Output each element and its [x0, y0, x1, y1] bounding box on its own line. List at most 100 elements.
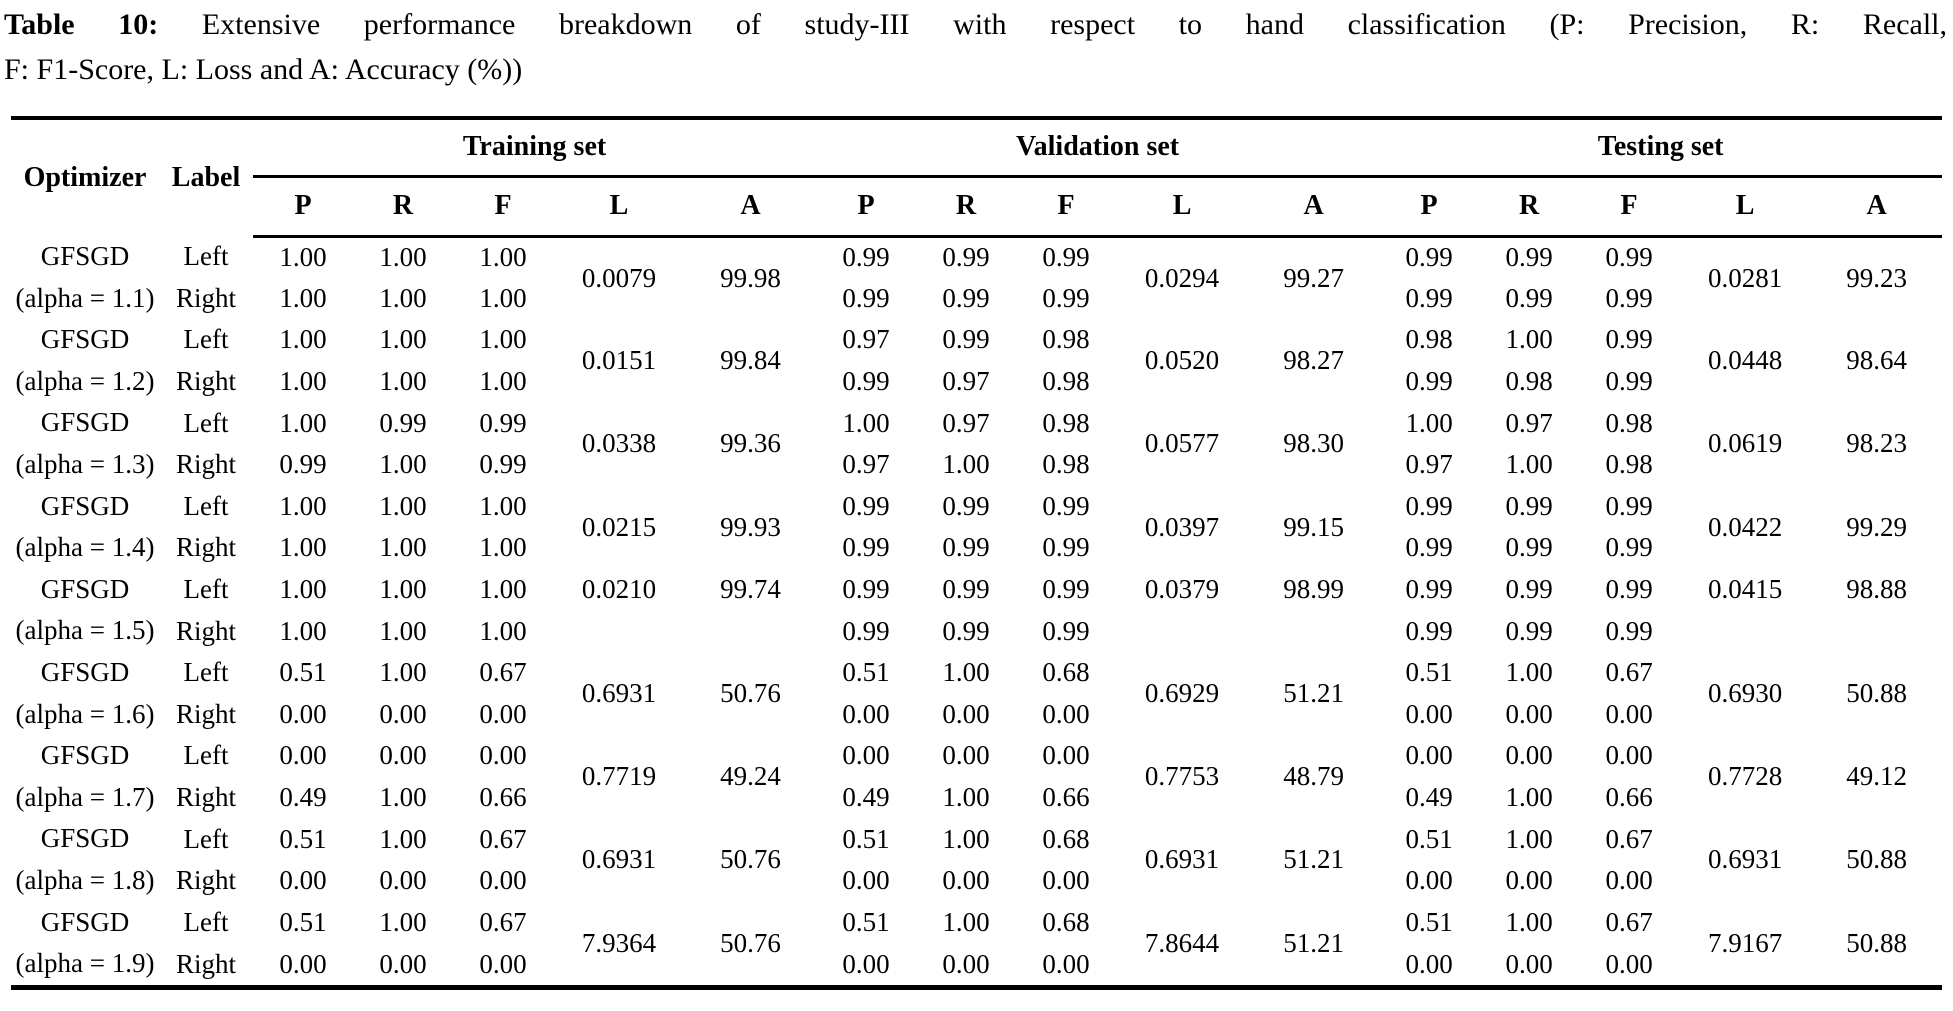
cell-testing-acc: 50.88: [1846, 844, 1907, 875]
cell-testing-acc: 50.88: [1846, 678, 1907, 709]
cell-validation-p-right: 0.97: [842, 449, 890, 480]
cell-validation-f-right: 0.99: [1042, 532, 1090, 563]
cell-validation-r-left: 1.00: [942, 907, 990, 938]
cell-validation-acc: 99.15: [1283, 511, 1344, 542]
cell-testing-p-right: 0.00: [1405, 865, 1453, 896]
cell-training-r-right: 1.00: [379, 615, 427, 646]
cell-training-loss: 0.7719: [581, 761, 657, 792]
cell-validation-f-right: 0.00: [1042, 698, 1090, 729]
cell-training-p-right: 0.00: [279, 698, 327, 729]
cell-training-r-left: 0.99: [379, 407, 427, 438]
cell-validation-p-right: 0.00: [842, 698, 890, 729]
cell-validation-r-right: 0.99: [942, 282, 990, 313]
cell-label-right: Right: [175, 949, 236, 980]
optimizer-alpha: (alpha = 1.4): [15, 532, 155, 563]
cell-validation-r-left: 1.00: [942, 823, 990, 854]
cell-testing-f-left: 0.99: [1605, 574, 1653, 605]
caption-text-line2: F: F1-Score, L: Loss and A: Accuracy (%)…: [4, 53, 523, 86]
cell-training-p-right: 1.00: [279, 532, 327, 563]
cell-validation-p-right: 0.49: [842, 782, 890, 813]
cell-label-left: Left: [183, 657, 229, 688]
cell-testing-f-left: 0.99: [1605, 324, 1653, 355]
optimizer-name: GFSGD: [40, 573, 130, 604]
cell-training-r-right: 0.00: [379, 698, 427, 729]
cell-validation-p-right: 0.00: [842, 865, 890, 896]
table-row-left: GFSGD (alpha = 1.6) Left 0.51 1.00 0.67 0.6931…: [11, 652, 1942, 729]
cell-optimizer: GFSGD (alpha = 1.4): [11, 486, 159, 569]
cell-validation-p-left: 0.51: [842, 657, 890, 688]
cell-validation-r-right: 0.99: [942, 532, 990, 563]
cell-training-r-right: 1.00: [379, 449, 427, 480]
cell-testing-p-right: 0.99: [1405, 366, 1453, 397]
table-row-left: GFSGD (alpha = 1.4) Left 1.00 1.00 1.00 0.0215…: [11, 486, 1942, 563]
metric-header-testing-l: L: [1679, 176, 1812, 238]
cell-training-acc: 50.76: [720, 844, 781, 875]
optimizer-name: GFSGD: [40, 241, 130, 271]
table-row-left: GFSGD (alpha = 1.9) Left 0.51 1.00 0.67 7.9364…: [11, 902, 1942, 979]
cell-testing-acc: 99.23: [1846, 262, 1907, 293]
cell-optimizer: GFSGD (alpha = 1.2): [11, 319, 159, 402]
table-row-left: GFSGD (alpha = 1.7) Left 0.00 0.00 0.00 0.7719…: [11, 735, 1942, 812]
cell-training-acc: 50.76: [720, 678, 781, 709]
cell-validation-loss: 0.0520: [1144, 345, 1220, 376]
cell-label-left: Left: [183, 490, 229, 521]
cell-label-right: Right: [175, 698, 236, 729]
cell-validation-r-right: 0.00: [942, 949, 990, 980]
cell-training-r-left: 1.00: [379, 823, 427, 854]
table-row-right: Right 0.00 0.00 0.00 0.00 0.00 0.00 0.00 0.00 0.0…: [11, 944, 1942, 987]
cell-testing-r-right: 0.99: [1505, 532, 1553, 563]
cell-validation-f-right: 0.00: [1042, 865, 1090, 896]
cell-training-f-left: 0.67: [479, 907, 527, 938]
cell-optimizer: GFSGD (alpha = 1.3): [11, 402, 159, 485]
cell-validation-r-right: 0.00: [942, 865, 990, 896]
cell-validation-p-right: 0.00: [842, 949, 890, 980]
metric-header-training-r: R: [353, 176, 453, 238]
cell-testing-p-left: 0.51: [1405, 907, 1453, 938]
cell-optimizer: GFSGD (alpha = 1.8): [11, 818, 159, 901]
cell-testing-p-left: 0.51: [1405, 823, 1453, 854]
cell-training-f-left: 1.00: [479, 574, 527, 605]
cell-testing-p-right: 0.49: [1405, 782, 1453, 813]
cell-training-loss: 0.0151: [581, 345, 657, 376]
cell-label-right: Right: [175, 865, 236, 896]
table-row-right: Right 0.49 1.00 0.66 0.49 1.00 0.66 0.49 1.00 0.6…: [11, 777, 1942, 819]
cell-validation-r-left: 1.00: [942, 657, 990, 688]
cell-validation-p-left: 0.00: [842, 740, 890, 771]
optimizer-name: GFSGD: [40, 490, 130, 521]
caption-table-number: Table 10:: [4, 8, 159, 41]
cell-training-p-left: 1.00: [279, 242, 327, 273]
metric-header-training-p: P: [253, 176, 353, 238]
cell-training-r-right: 1.00: [379, 366, 427, 397]
table-row-right: Right 1.00 1.00 1.00 0.99 0.99 0.99 0.99 0.99 0.9…: [11, 527, 1942, 569]
cell-testing-r-right: 0.00: [1505, 865, 1553, 896]
cell-validation-p-left: 0.99: [842, 490, 890, 521]
cell-testing-p-left: 1.00: [1405, 407, 1453, 438]
cell-testing-acc: 99.29: [1846, 511, 1907, 542]
cell-training-f-left: 0.67: [479, 657, 527, 688]
cell-testing-r-right: 0.99: [1505, 615, 1553, 646]
cell-testing-r-left: 1.00: [1505, 907, 1553, 938]
cell-label-right: Right: [175, 532, 236, 563]
metric-header-validation-f: F: [1016, 176, 1117, 238]
cell-testing-f-right: 0.00: [1605, 698, 1653, 729]
cell-testing-r-right: 0.00: [1505, 949, 1553, 980]
cell-testing-f-left: 0.00: [1605, 740, 1653, 771]
cell-testing-p-left: 0.51: [1405, 657, 1453, 688]
cell-validation-loss: 0.0294: [1144, 262, 1220, 293]
cell-testing-acc: 98.64: [1846, 345, 1907, 376]
cell-testing-f-right: 0.99: [1605, 615, 1653, 646]
cell-testing-p-right: 0.99: [1405, 282, 1453, 313]
cell-validation-f-right: 0.99: [1042, 282, 1090, 313]
cell-testing-acc: 50.88: [1846, 927, 1907, 958]
cell-training-f-right: 1.00: [479, 282, 527, 313]
cell-testing-p-right: 0.97: [1405, 449, 1453, 480]
optimizer-name: GFSGD: [40, 324, 130, 355]
cell-testing-r-left: 0.97: [1505, 407, 1553, 438]
group-header-testing: Testing set: [1379, 118, 1943, 178]
cell-label-left: Left: [183, 740, 229, 771]
cell-validation-p-left: 0.99: [842, 242, 890, 273]
cell-validation-loss: 0.6929: [1144, 678, 1220, 709]
cell-training-p-right: 0.49: [279, 782, 327, 813]
table-body: GFSGD (alpha = 1.1) Left 1.00 1.00 1.00 0.0079…: [11, 236, 1942, 987]
cell-training-r-right: 1.00: [379, 532, 427, 563]
